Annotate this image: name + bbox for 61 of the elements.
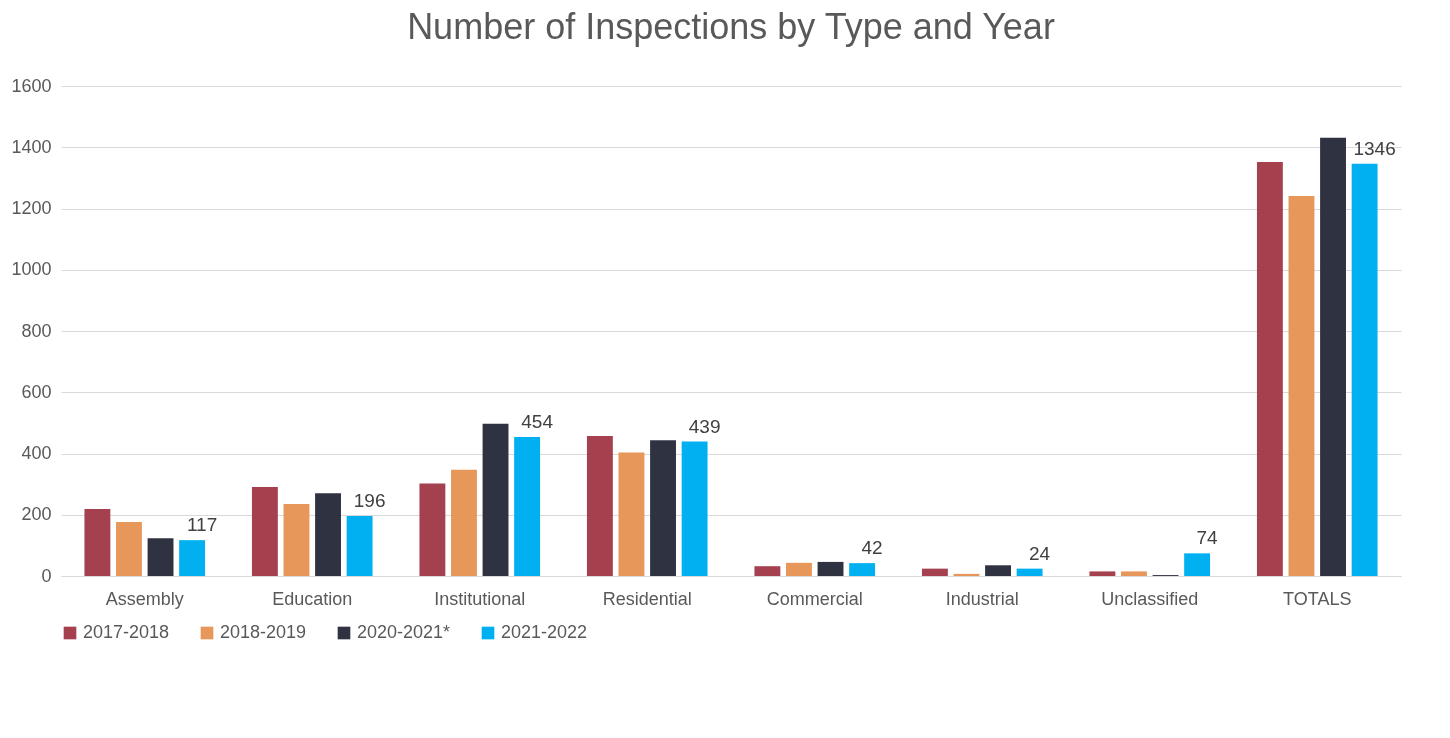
bar <box>1320 137 1346 576</box>
legend-label: 2021-2022 <box>501 622 588 642</box>
y-tick-label: 800 <box>21 320 52 341</box>
y-tick-label: 200 <box>21 504 52 525</box>
bar <box>1016 568 1043 576</box>
bar <box>1256 161 1283 576</box>
y-tick-label: 1200 <box>11 198 52 218</box>
bar <box>921 568 948 576</box>
bar <box>1288 195 1315 576</box>
bar <box>283 504 310 576</box>
bar <box>147 538 174 576</box>
x-tick-label: Industrial <box>945 588 1019 609</box>
x-tick-label: Commercial <box>766 588 863 609</box>
bar <box>849 563 876 576</box>
x-tick-label: TOTALS <box>1283 588 1352 609</box>
bar <box>754 566 781 576</box>
x-tick-label: Residential <box>602 588 692 609</box>
bar <box>179 540 206 576</box>
bar <box>315 493 341 576</box>
bar <box>419 483 446 576</box>
bar <box>1351 163 1378 576</box>
chart-title: Number of Inspections by Type and Year <box>407 6 1055 47</box>
x-tick-label: Education <box>272 588 353 609</box>
bar <box>116 522 142 576</box>
data-label: 74 <box>1196 527 1219 549</box>
x-tick-label: Assembly <box>105 588 184 609</box>
bar <box>1121 571 1147 576</box>
bar <box>817 561 844 576</box>
legend-label: 2018-2019 <box>220 622 307 642</box>
y-tick-label: 1000 <box>11 259 52 280</box>
data-label: 1346 <box>1353 137 1396 159</box>
bar <box>953 573 980 576</box>
bar <box>786 562 812 576</box>
y-tick-label: 600 <box>21 381 52 402</box>
y-tick-label: 0 <box>41 565 52 586</box>
bar <box>1089 571 1116 576</box>
x-tick-label: Unclassified <box>1101 588 1199 609</box>
bar <box>985 565 1011 576</box>
data-label: 196 <box>353 489 386 511</box>
bar <box>514 436 541 576</box>
x-tick-label: Institutional <box>434 588 526 609</box>
legend-label: 2020-2021* <box>357 622 451 642</box>
data-label: 117 <box>186 514 218 536</box>
data-label: 24 <box>1029 542 1051 564</box>
bar <box>681 441 708 576</box>
bar <box>451 469 477 576</box>
y-tick-label: 1400 <box>11 136 52 157</box>
bar <box>1184 553 1211 576</box>
data-label: 454 <box>521 410 554 432</box>
legend-label: 2017-2018 <box>83 622 170 642</box>
data-label: 42 <box>861 537 883 559</box>
bar <box>84 508 111 576</box>
y-tick-label: 1600 <box>11 75 52 96</box>
data-label: 439 <box>688 415 721 437</box>
y-tick-label: 400 <box>21 443 52 463</box>
bar <box>650 440 676 576</box>
bar <box>586 436 613 576</box>
bar <box>482 423 509 576</box>
bar <box>618 452 645 576</box>
bar <box>346 515 373 576</box>
bar <box>251 486 278 576</box>
